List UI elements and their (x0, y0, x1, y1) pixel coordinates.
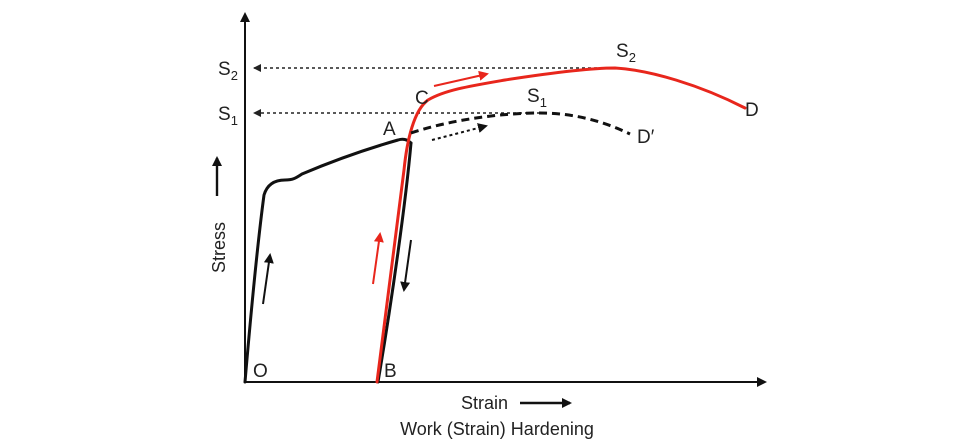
y-tick-s1: S1 (218, 104, 238, 128)
point-s1-label: S1 (527, 86, 547, 110)
diagram-caption: Work (Strain) Hardening (400, 419, 594, 439)
point-s2-label: S2 (616, 41, 636, 65)
y-axis-title: Stress (209, 222, 229, 273)
point-b-label: B (384, 361, 397, 382)
y-tick-s2: S2 (218, 59, 238, 83)
arrow-up-icon (262, 253, 274, 305)
point-d-prime-label: D′ (637, 127, 655, 148)
arrow-right-icon (433, 70, 489, 87)
original-continuation-curve (410, 111, 631, 136)
unloading-line (376, 141, 413, 384)
point-a-label: A (383, 119, 396, 140)
arrow-right-icon (431, 123, 488, 141)
initial-loading-curve (243, 137, 413, 384)
point-c-label: C (415, 88, 429, 109)
x-axis-title: Strain (461, 393, 508, 413)
point-o-label: O (253, 361, 268, 382)
point-d-label: D (745, 100, 759, 121)
reloading-curve (375, 66, 747, 384)
arrow-down-icon (400, 239, 412, 292)
arrow-up-icon (372, 232, 384, 285)
